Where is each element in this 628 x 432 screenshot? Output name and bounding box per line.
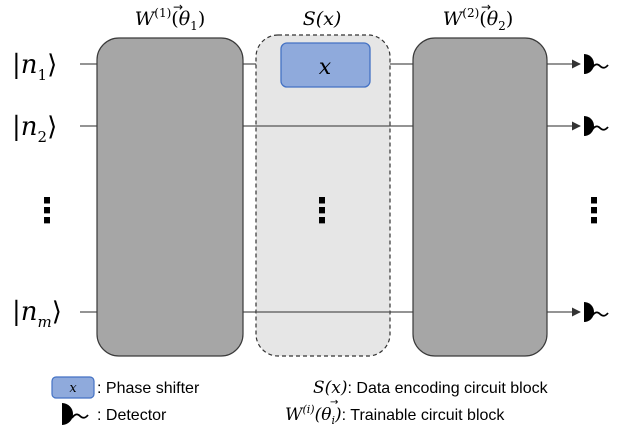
input-label-2: |n2⟩ xyxy=(12,112,57,146)
legend-detector-text: : Detector xyxy=(97,407,167,424)
ellipsis-left: ⋮ xyxy=(30,191,64,231)
svg-text:|nm⟩: |nm⟩ xyxy=(12,297,62,331)
w2-block xyxy=(412,37,548,357)
legend-s-entry: S(x): Data encoding circuit block xyxy=(313,378,549,398)
s-block xyxy=(255,34,391,357)
legend-phase-shifter-text: : Phase shifter xyxy=(97,380,200,397)
w1-title: W(1)(θ1) xyxy=(135,6,205,33)
detector-2-icon xyxy=(584,116,609,136)
w2-title-arrow: → xyxy=(481,0,491,14)
w2-title: W(2)(θ2) xyxy=(443,6,513,33)
w1-title-arrow: → xyxy=(173,0,183,14)
ellipsis-center: ⋮ xyxy=(305,191,339,231)
phase-shifter-label: x xyxy=(319,55,332,80)
legend-w-entry: W(i)(θi): Trainable circuit block xyxy=(285,403,505,427)
detector-1-icon xyxy=(584,54,609,74)
phase-shifter-box xyxy=(280,42,371,88)
legend-w-arrow: → xyxy=(330,397,338,408)
legend-phase-shifter-swatch xyxy=(51,376,95,399)
s-title: S(x) xyxy=(303,8,342,30)
input-label-m: |nm⟩ xyxy=(12,297,62,331)
svg-text:|n2⟩: |n2⟩ xyxy=(12,112,57,146)
w1-block xyxy=(96,37,244,357)
detector-m-icon xyxy=(584,302,609,322)
ellipsis-right: ⋮ xyxy=(577,191,611,231)
input-label-1: |n1⟩ xyxy=(12,50,57,84)
svg-text:|n1⟩: |n1⟩ xyxy=(12,50,57,84)
legend-phase-shifter-symbol: x xyxy=(69,381,77,396)
legend-detector-icon xyxy=(62,403,89,425)
